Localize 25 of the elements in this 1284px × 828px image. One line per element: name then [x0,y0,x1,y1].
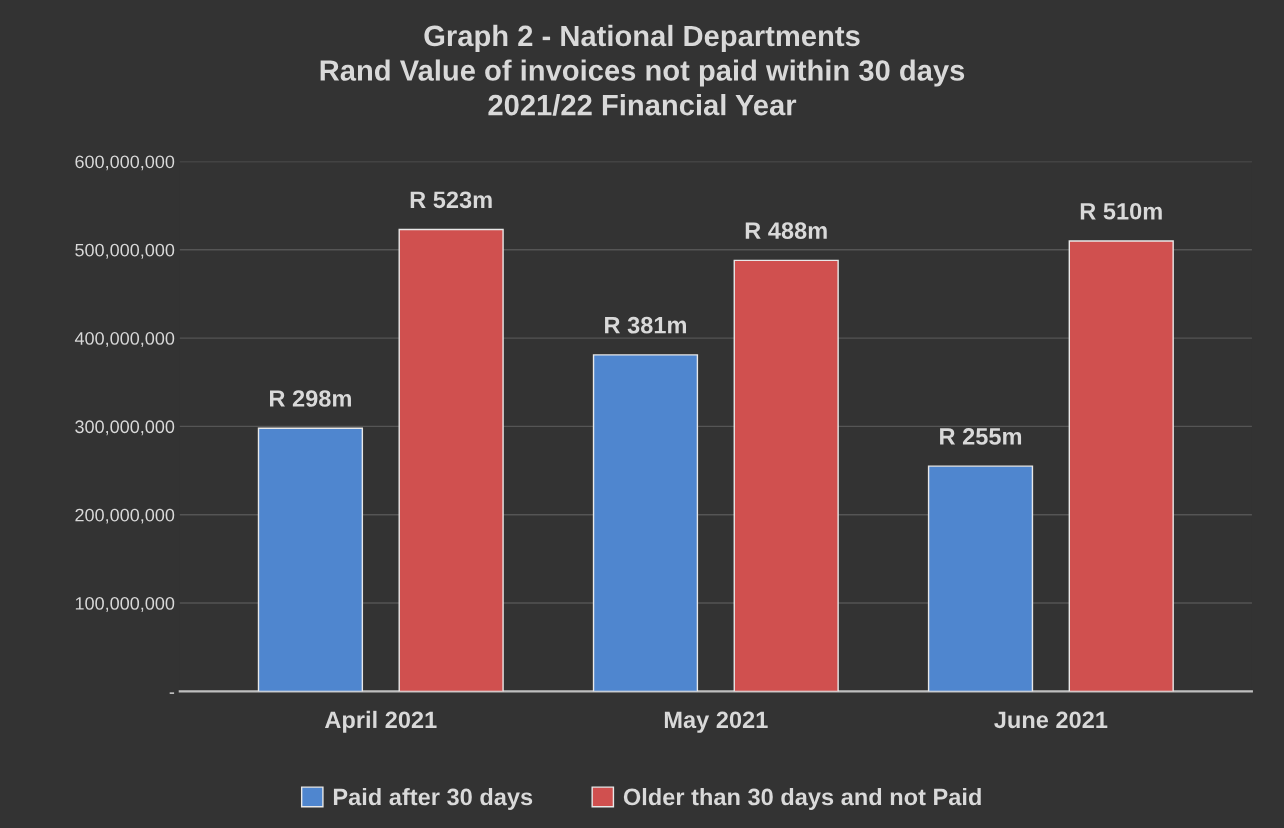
data-label: R 523m [410,191,492,209]
bar [257,427,364,692]
bar [398,228,504,692]
y-tick-label: 500,000,000 [75,243,175,259]
y-tick-label: 300,000,000 [75,420,175,436]
y-tick-label: 200,000,000 [75,508,175,524]
data-label: R 488m [745,222,827,240]
data-label: R 381m [605,316,687,334]
legend-label: Older than 30 days and not Paid [623,787,981,810]
y-tick-label: 600,000,000 [75,155,175,171]
y-tick-label: - [169,692,175,694]
y-tick-label: 400,000,000 [74,332,175,347]
bar [1068,240,1174,692]
x-tick-label: May 2021 [664,711,768,733]
y-tick-label: 100,000,000 [75,596,175,612]
x-tick-label: June 2021 [994,711,1108,729]
data-label: R 255m [940,428,1022,445]
data-label: R 298m [270,390,351,407]
chart-title: Graph 2 - National Departments Rand Value of invoices not paid within 30 days 2021/22 Financial Year [320,24,965,116]
bar [733,259,839,692]
legend-label: Paid after 30 days [333,787,533,810]
bar [927,465,1034,692]
x-tick-label: April 2021 [324,710,437,733]
data-label: R 510m [1080,202,1162,220]
bar [592,354,699,692]
